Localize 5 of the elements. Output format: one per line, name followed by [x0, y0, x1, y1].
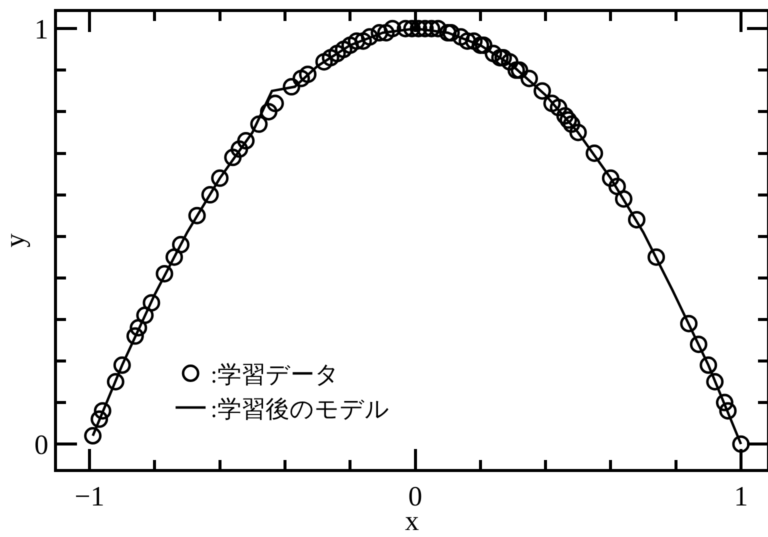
y-axis-title: y	[0, 234, 32, 248]
legend-label: :学習データ	[210, 362, 340, 389]
legend-label: :学習後のモデル	[210, 396, 390, 423]
x-tick-label: −1	[74, 482, 104, 513]
x-tick-label: 1	[734, 482, 748, 513]
